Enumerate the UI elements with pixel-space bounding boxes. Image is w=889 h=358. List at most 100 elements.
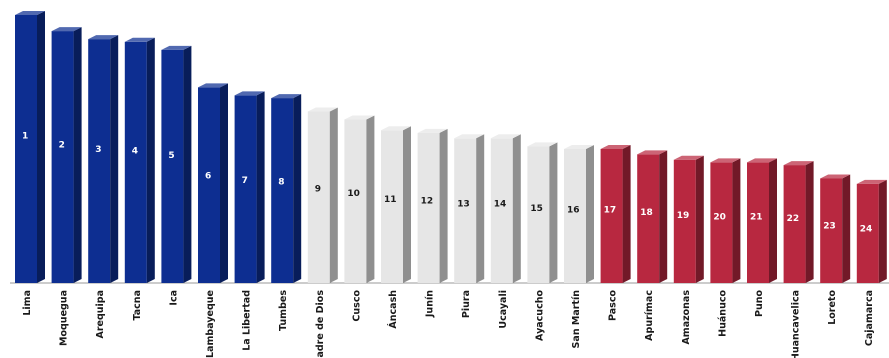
bar-side-4 xyxy=(146,37,155,283)
category-label-12: Junín xyxy=(425,290,436,318)
bar-top-1 xyxy=(15,11,45,15)
bar-top-2 xyxy=(51,27,82,32)
bar-value-label-10: 10 xyxy=(347,189,360,199)
category-label-24: Cajamarca xyxy=(864,290,875,346)
bar-2 xyxy=(51,27,82,283)
bar-side-11 xyxy=(403,126,411,284)
category-label-11: Áncash xyxy=(387,290,399,329)
bar-10 xyxy=(344,115,375,284)
bar-23 xyxy=(820,174,851,283)
bar-value-label-2: 2 xyxy=(59,140,65,150)
bar-front-15 xyxy=(527,146,550,283)
bar-value-label-19: 19 xyxy=(677,211,690,221)
bar-value-label-6: 6 xyxy=(205,171,211,181)
category-label-22: Huancavelica xyxy=(791,290,802,358)
category-label-3: Arequipa xyxy=(95,290,106,339)
bar-front-11 xyxy=(381,130,403,283)
bar-value-label-9: 9 xyxy=(315,185,321,195)
bar-top-23 xyxy=(820,174,851,179)
bar-value-label-16: 16 xyxy=(567,205,580,215)
bar-17 xyxy=(600,145,631,283)
bar-front-1 xyxy=(15,15,37,283)
bar-side-20 xyxy=(732,158,741,283)
bar-13 xyxy=(454,134,485,283)
bar-front-14 xyxy=(490,138,513,283)
category-label-14: Ucayali xyxy=(498,290,509,329)
bar-top-4 xyxy=(124,37,155,42)
bar-top-11 xyxy=(381,126,411,131)
bar-18 xyxy=(637,150,668,283)
category-label-21: Puno xyxy=(754,290,765,317)
bar-top-17 xyxy=(600,145,631,149)
bar-front-20 xyxy=(710,162,733,283)
bar-value-label-8: 8 xyxy=(278,177,284,187)
bar-15 xyxy=(527,142,558,283)
bar-front-13 xyxy=(454,138,477,283)
bar-7 xyxy=(234,91,265,284)
bar-top-12 xyxy=(417,128,448,133)
bar-14 xyxy=(490,134,521,283)
bar-value-label-14: 14 xyxy=(494,199,507,209)
bar-front-7 xyxy=(234,95,257,284)
bar-front-3 xyxy=(88,39,111,284)
bar-16 xyxy=(564,145,594,283)
bar-side-22 xyxy=(805,161,814,283)
category-label-9: Madre de Dios xyxy=(315,290,326,358)
category-label-17: Pasco xyxy=(608,290,619,321)
bar-top-13 xyxy=(454,134,485,139)
bar-front-6 xyxy=(198,87,220,283)
bar-value-label-4: 4 xyxy=(132,146,138,156)
bar-value-label-24: 24 xyxy=(860,224,873,234)
bar-side-5 xyxy=(183,45,192,284)
bar-11 xyxy=(381,126,411,284)
bar-20 xyxy=(710,158,741,283)
bar-value-label-15: 15 xyxy=(530,204,543,214)
bar-4 xyxy=(124,37,155,283)
bar-value-label-12: 12 xyxy=(421,196,434,206)
bar-front-21 xyxy=(747,162,769,283)
category-label-5: Ica xyxy=(168,290,179,306)
bar-side-19 xyxy=(695,155,704,283)
bar-side-21 xyxy=(769,158,777,283)
bar-top-5 xyxy=(161,45,192,50)
bar-front-9 xyxy=(307,111,330,283)
bar-side-16 xyxy=(586,145,594,283)
bar-value-label-13: 13 xyxy=(457,199,470,209)
bar-top-8 xyxy=(271,94,302,99)
bar-side-17 xyxy=(622,145,631,283)
bar-side-15 xyxy=(549,142,558,283)
bar-side-9 xyxy=(329,107,338,283)
bar-24 xyxy=(856,179,887,283)
bar-front-22 xyxy=(783,165,806,283)
bar-19 xyxy=(673,155,704,283)
bar-value-label-11: 11 xyxy=(384,195,397,205)
category-label-2: Moquegua xyxy=(59,290,70,346)
bar-front-18 xyxy=(637,154,660,283)
bar-5 xyxy=(161,45,192,284)
bar-22 xyxy=(783,161,814,283)
bar-value-label-17: 17 xyxy=(604,205,617,215)
bar-21 xyxy=(747,158,777,283)
category-label-15: Ayacucho xyxy=(534,290,545,341)
bar-side-8 xyxy=(293,94,302,283)
bar-side-13 xyxy=(476,134,485,283)
bar-side-2 xyxy=(73,27,82,283)
bar-top-18 xyxy=(637,150,668,155)
bar-value-label-3: 3 xyxy=(95,145,101,155)
bar-top-9 xyxy=(307,107,338,112)
category-label-20: Huánuco xyxy=(717,290,728,337)
bar-value-label-23: 23 xyxy=(823,222,836,232)
bar-front-4 xyxy=(124,41,147,283)
bar-front-5 xyxy=(161,49,184,284)
category-label-13: Piura xyxy=(461,290,472,318)
bar-value-label-7: 7 xyxy=(242,176,248,186)
bar-value-label-1: 1 xyxy=(22,132,28,142)
bar-value-label-5: 5 xyxy=(168,151,174,161)
bar-top-15 xyxy=(527,142,558,147)
bar-top-22 xyxy=(783,161,814,166)
bar-front-24 xyxy=(856,183,879,283)
bar-front-23 xyxy=(820,178,843,283)
bar-top-16 xyxy=(564,145,594,149)
category-label-16: San Martín xyxy=(571,290,582,349)
